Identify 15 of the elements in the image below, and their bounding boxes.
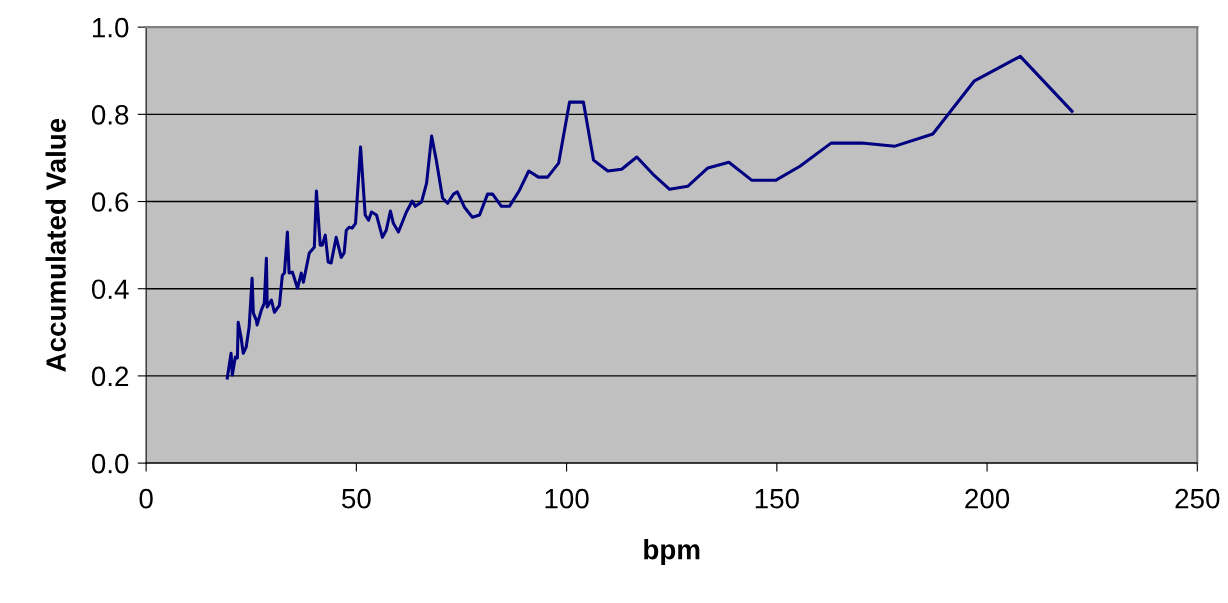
line-series [225, 54, 1074, 380]
y-tick-label: 0.4 [91, 279, 129, 300]
y-tick-label: 0.2 [91, 366, 129, 387]
x-tick-label: 150 [755, 488, 799, 509]
y-axis-title: Accumulated Value [45, 118, 66, 372]
y-tick-label: 0.0 [91, 453, 129, 474]
x-tick-label: 250 [1175, 488, 1220, 509]
y-tick-label: 1.0 [92, 17, 129, 38]
x-axis-title: bpm [644, 539, 700, 565]
x-tick-label: 100 [545, 488, 589, 509]
x-tick-label: 200 [965, 488, 1010, 509]
x-tick-label: 50 [342, 488, 371, 509]
y-tick-label: 0.8 [91, 105, 129, 125]
y-tick-label: 0.6 [91, 192, 129, 212]
x-tick-label: 0 [139, 488, 153, 509]
